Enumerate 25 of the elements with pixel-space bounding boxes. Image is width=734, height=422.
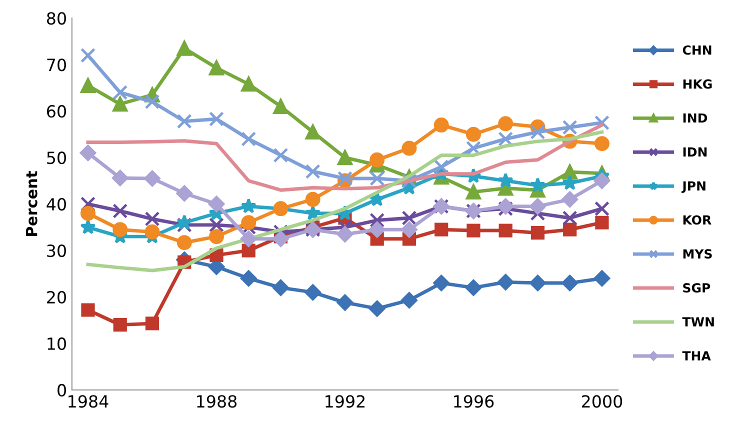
y-tick-label: 20 [47,290,66,304]
legend-label: THA [682,351,711,360]
legend-label: CHN [682,45,712,55]
x-tick-label: 2000 [582,395,622,408]
y-tick-label: 80 [46,12,66,25]
y-tick-label: 50 [47,152,66,164]
legend-label: IDN [683,147,707,157]
legend-label: TWN [682,317,714,326]
y-tick-label: 40 [46,198,66,211]
legend-label: HKG [683,79,712,89]
y-tick-label: 0 [58,384,66,396]
y-axis-title: Percent [26,171,38,236]
x-tick-label: 1988 [197,395,237,408]
legend-label: JPN [682,181,706,193]
legend-label: MYS [683,249,712,259]
y-tick-label: 60 [47,105,66,118]
legend-label: SGP [683,283,710,293]
y-tick-label: 70 [47,58,66,72]
x-tick-label: 1996 [454,395,494,408]
x-tick-label: 1992 [326,395,365,408]
y-tick-label: 30 [47,244,66,258]
legend-label: KOR [683,215,712,225]
legend-label: IND [683,113,708,123]
x-tick-label: 1984 [68,395,108,408]
y-tick-label: 10 [48,337,66,350]
